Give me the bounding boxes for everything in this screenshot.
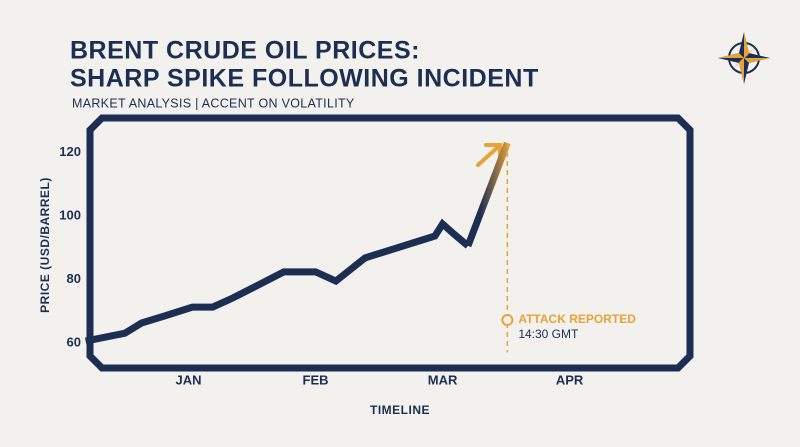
- plot-frame: [86, 114, 694, 372]
- annotation-sublabel: 14:30 GMT: [518, 327, 579, 341]
- subtitle: MARKET ANALYSIS | ACCENT ON VOLATILITY: [72, 96, 355, 110]
- y-tick-label: 120: [59, 144, 81, 159]
- price-line: [464, 141, 511, 248]
- y-tick-label: 60: [67, 334, 81, 349]
- x-tick-label: JAN: [176, 372, 202, 387]
- x-tick-label: MAR: [428, 372, 458, 387]
- x-axis-label: TIMELINE: [370, 403, 430, 417]
- y-axis-label: PRICE (USD/BARREL): [38, 177, 52, 313]
- chart-title: SHARP SPIKE FOLLOWING INCIDENT: [70, 65, 539, 93]
- x-tick-label: APR: [556, 372, 584, 387]
- chart-title: BRENT CRUDE OIL PRICES:: [70, 37, 420, 65]
- price-line: [84, 218, 471, 345]
- compass-icon: [718, 32, 770, 84]
- y-tick-label: 80: [67, 271, 81, 286]
- annotation-label: ATTACK REPORTED: [518, 312, 636, 326]
- x-tick-label: FEB: [303, 372, 329, 387]
- annotation-marker: [501, 314, 514, 326]
- y-tick-label: 100: [59, 207, 81, 222]
